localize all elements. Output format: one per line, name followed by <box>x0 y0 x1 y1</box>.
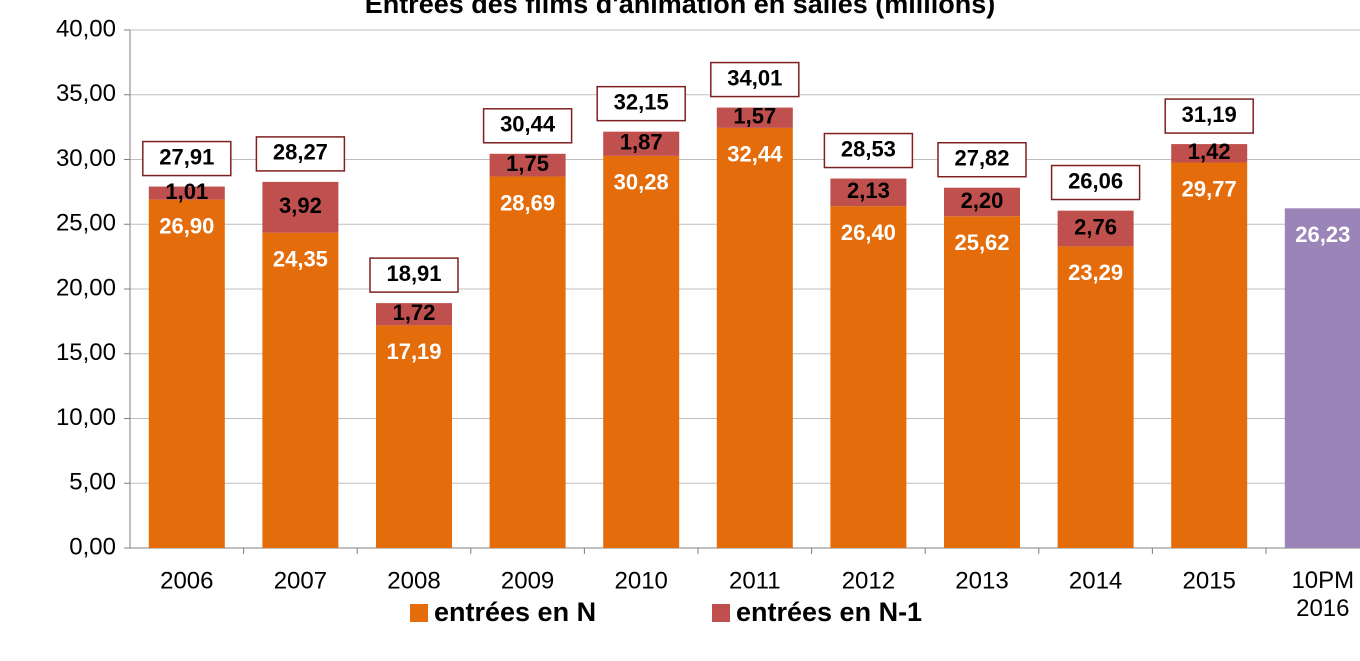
total-box <box>596 85 686 122</box>
data-label: 24,35 <box>273 246 328 271</box>
bar-segment <box>376 303 452 326</box>
data-label: 2,76 <box>1074 214 1117 239</box>
total-box <box>369 257 459 293</box>
total-box <box>710 61 800 98</box>
data-label: 3,92 <box>279 193 322 218</box>
y-tick-label: 10,00 <box>56 404 116 431</box>
data-label: 2,13 <box>847 178 890 203</box>
bar-segment <box>489 176 566 549</box>
bar-segment <box>1171 162 1248 548</box>
x-tick-label: 2008 <box>387 567 440 594</box>
total-label: 34,01 <box>727 65 782 90</box>
legend-swatch <box>712 604 730 622</box>
bar-segment <box>603 155 680 548</box>
data-label: 29,77 <box>1182 176 1237 201</box>
chart-title: Entrées des films d'animation en salles … <box>365 0 996 19</box>
x-tick-label: 2011 <box>729 567 781 594</box>
bar-segment <box>148 186 225 200</box>
bar-segment <box>1057 246 1134 548</box>
x-tick-label: 10PM 2016 <box>1291 567 1354 622</box>
data-label: 28,69 <box>500 190 555 215</box>
bar-segment <box>716 107 793 128</box>
total-label: 26,06 <box>1068 168 1123 193</box>
total-box <box>1164 98 1254 134</box>
y-tick-label: 15,00 <box>56 339 116 366</box>
total-label: 18,91 <box>386 261 441 286</box>
bar-segment <box>830 178 907 207</box>
bar-segment <box>376 325 452 548</box>
data-label: 1,01 <box>165 179 208 204</box>
total-box <box>823 132 914 169</box>
y-tick-label: 5,00 <box>69 469 116 496</box>
data-label: 26,23 <box>1295 222 1350 247</box>
y-tick-label: 30,00 <box>56 145 116 172</box>
bar-segment <box>1284 208 1360 548</box>
legend-label: entrées en N <box>434 597 596 627</box>
y-tick-label: 20,00 <box>56 274 116 301</box>
data-label: 32,44 <box>727 142 783 167</box>
data-label: 1,72 <box>393 300 436 325</box>
total-label: 27,82 <box>954 146 1009 171</box>
bar-segment <box>1057 210 1134 247</box>
x-tick-label: 2007 <box>274 567 327 594</box>
data-label: 1,87 <box>620 130 663 155</box>
y-tick-label: 40,00 <box>56 15 116 42</box>
data-label: 1,75 <box>506 151 549 176</box>
x-tick-label: 2006 <box>160 567 213 594</box>
total-box <box>255 136 346 172</box>
data-label: 25,62 <box>954 230 1009 255</box>
x-tick-label: 2014 <box>1069 567 1122 594</box>
data-label: 17,19 <box>386 339 441 364</box>
bar-segment <box>944 187 1020 217</box>
y-tick-label: 35,00 <box>56 80 116 107</box>
bar-segment <box>262 181 339 233</box>
x-tick-label: 2013 <box>955 567 1008 594</box>
x-tick-label: 2015 <box>1183 567 1236 594</box>
y-tick-label: 25,00 <box>56 210 116 237</box>
bar-segment <box>603 131 680 156</box>
data-label: 23,29 <box>1068 260 1123 285</box>
total-label: 31,19 <box>1182 102 1237 127</box>
total-label: 28,27 <box>273 140 328 165</box>
total-label: 28,53 <box>841 136 896 161</box>
bar-segment <box>944 216 1020 548</box>
total-box <box>482 108 573 144</box>
total-box <box>1050 164 1141 201</box>
data-label: 2,20 <box>961 188 1004 213</box>
x-tick-label: 2009 <box>501 567 554 594</box>
total-label: 32,15 <box>614 89 669 114</box>
bar-segment <box>716 127 793 548</box>
total-box <box>142 140 232 177</box>
legend-swatch <box>410 604 428 622</box>
data-label: 1,57 <box>733 104 776 129</box>
total-label: 27,91 <box>159 144 214 169</box>
bar-segment <box>148 199 225 548</box>
data-label: 26,40 <box>841 220 896 245</box>
total-label: 30,44 <box>500 112 556 137</box>
data-label: 1,42 <box>1188 139 1231 164</box>
data-label: 30,28 <box>614 170 669 195</box>
y-tick-label: 0,00 <box>69 533 116 560</box>
x-tick-label: 2010 <box>615 567 668 594</box>
bar-segment <box>830 206 907 548</box>
bar-segment <box>489 153 566 177</box>
x-tick-label: 2012 <box>842 567 895 594</box>
data-label: 26,90 <box>159 213 214 238</box>
total-box <box>937 141 1027 178</box>
bar-segment <box>1171 144 1248 163</box>
legend-label: entrées en N-1 <box>736 597 922 627</box>
bar-segment <box>262 232 339 549</box>
